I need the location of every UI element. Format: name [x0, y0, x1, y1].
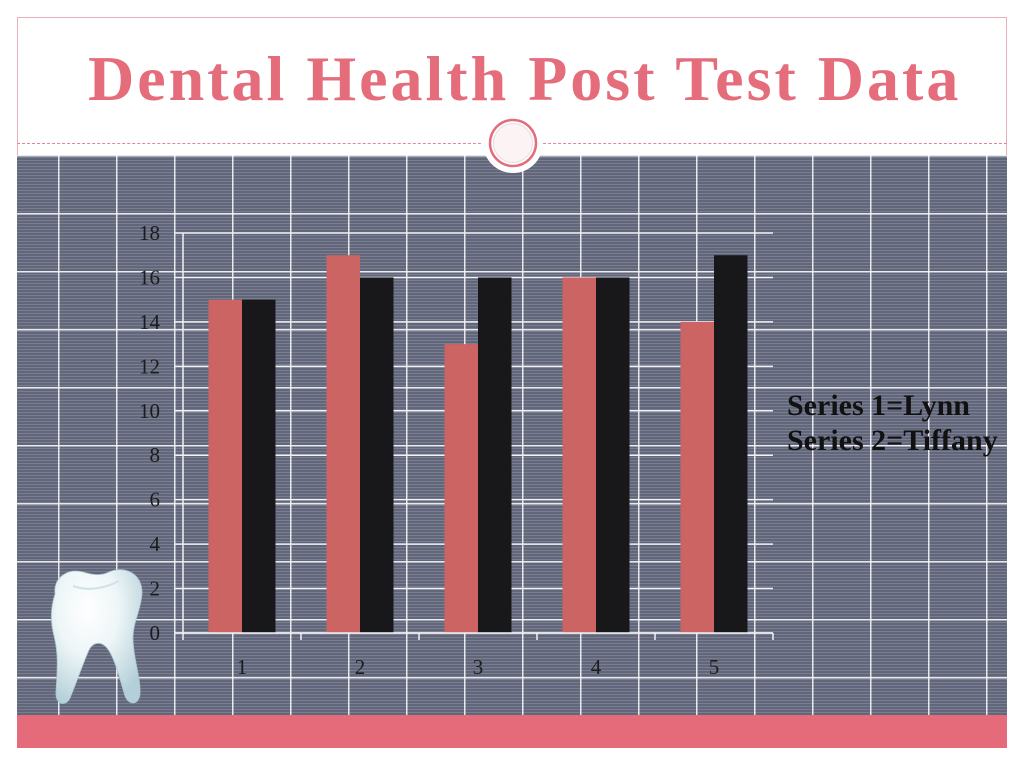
y-tick-label: 0 [150, 621, 161, 645]
footer-bar [17, 715, 1007, 748]
y-tick-label: 10 [139, 399, 160, 423]
tooth-icon [51, 569, 143, 704]
x-tick-label: 4 [591, 655, 602, 679]
tooth-body [51, 569, 143, 704]
ornament-center [493, 123, 533, 163]
x-tick-label: 2 [355, 655, 366, 679]
y-tick-label: 6 [150, 488, 161, 512]
y-tick-label: 8 [150, 443, 161, 467]
series-notes: Series 1=Lynn Series 2=Tiffany [787, 388, 998, 458]
chart-background-grid [17, 155, 1007, 715]
slide-title: Dental Health Post Test Data [88, 43, 962, 114]
bar-series-2 [360, 277, 394, 633]
series-2-note: Series 2=Tiffany [787, 424, 998, 457]
series-1-note: Series 1=Lynn [787, 389, 970, 422]
y-tick-label: 16 [139, 265, 160, 289]
bar-series-1 [208, 299, 242, 633]
bar-series-1 [326, 255, 360, 633]
y-tick-label: 2 [150, 577, 161, 601]
bar-series-1 [680, 321, 714, 633]
bar-series-2 [478, 277, 512, 633]
x-tick-label: 1 [237, 655, 248, 679]
y-tick-label: 14 [139, 310, 161, 334]
y-tick-label: 4 [150, 532, 161, 556]
y-tick-label: 18 [139, 221, 160, 245]
bar-series-2 [596, 277, 630, 633]
circle-ornament-icon [483, 113, 543, 173]
x-tick-label: 5 [709, 655, 720, 679]
y-tick-label: 12 [139, 354, 160, 378]
bar-series-2 [242, 299, 276, 633]
bar-series-1 [444, 344, 478, 633]
x-tick-label: 3 [473, 655, 484, 679]
bar-series-2 [714, 255, 748, 633]
tooth-crease [72, 580, 120, 590]
bar-series-1 [562, 277, 596, 633]
